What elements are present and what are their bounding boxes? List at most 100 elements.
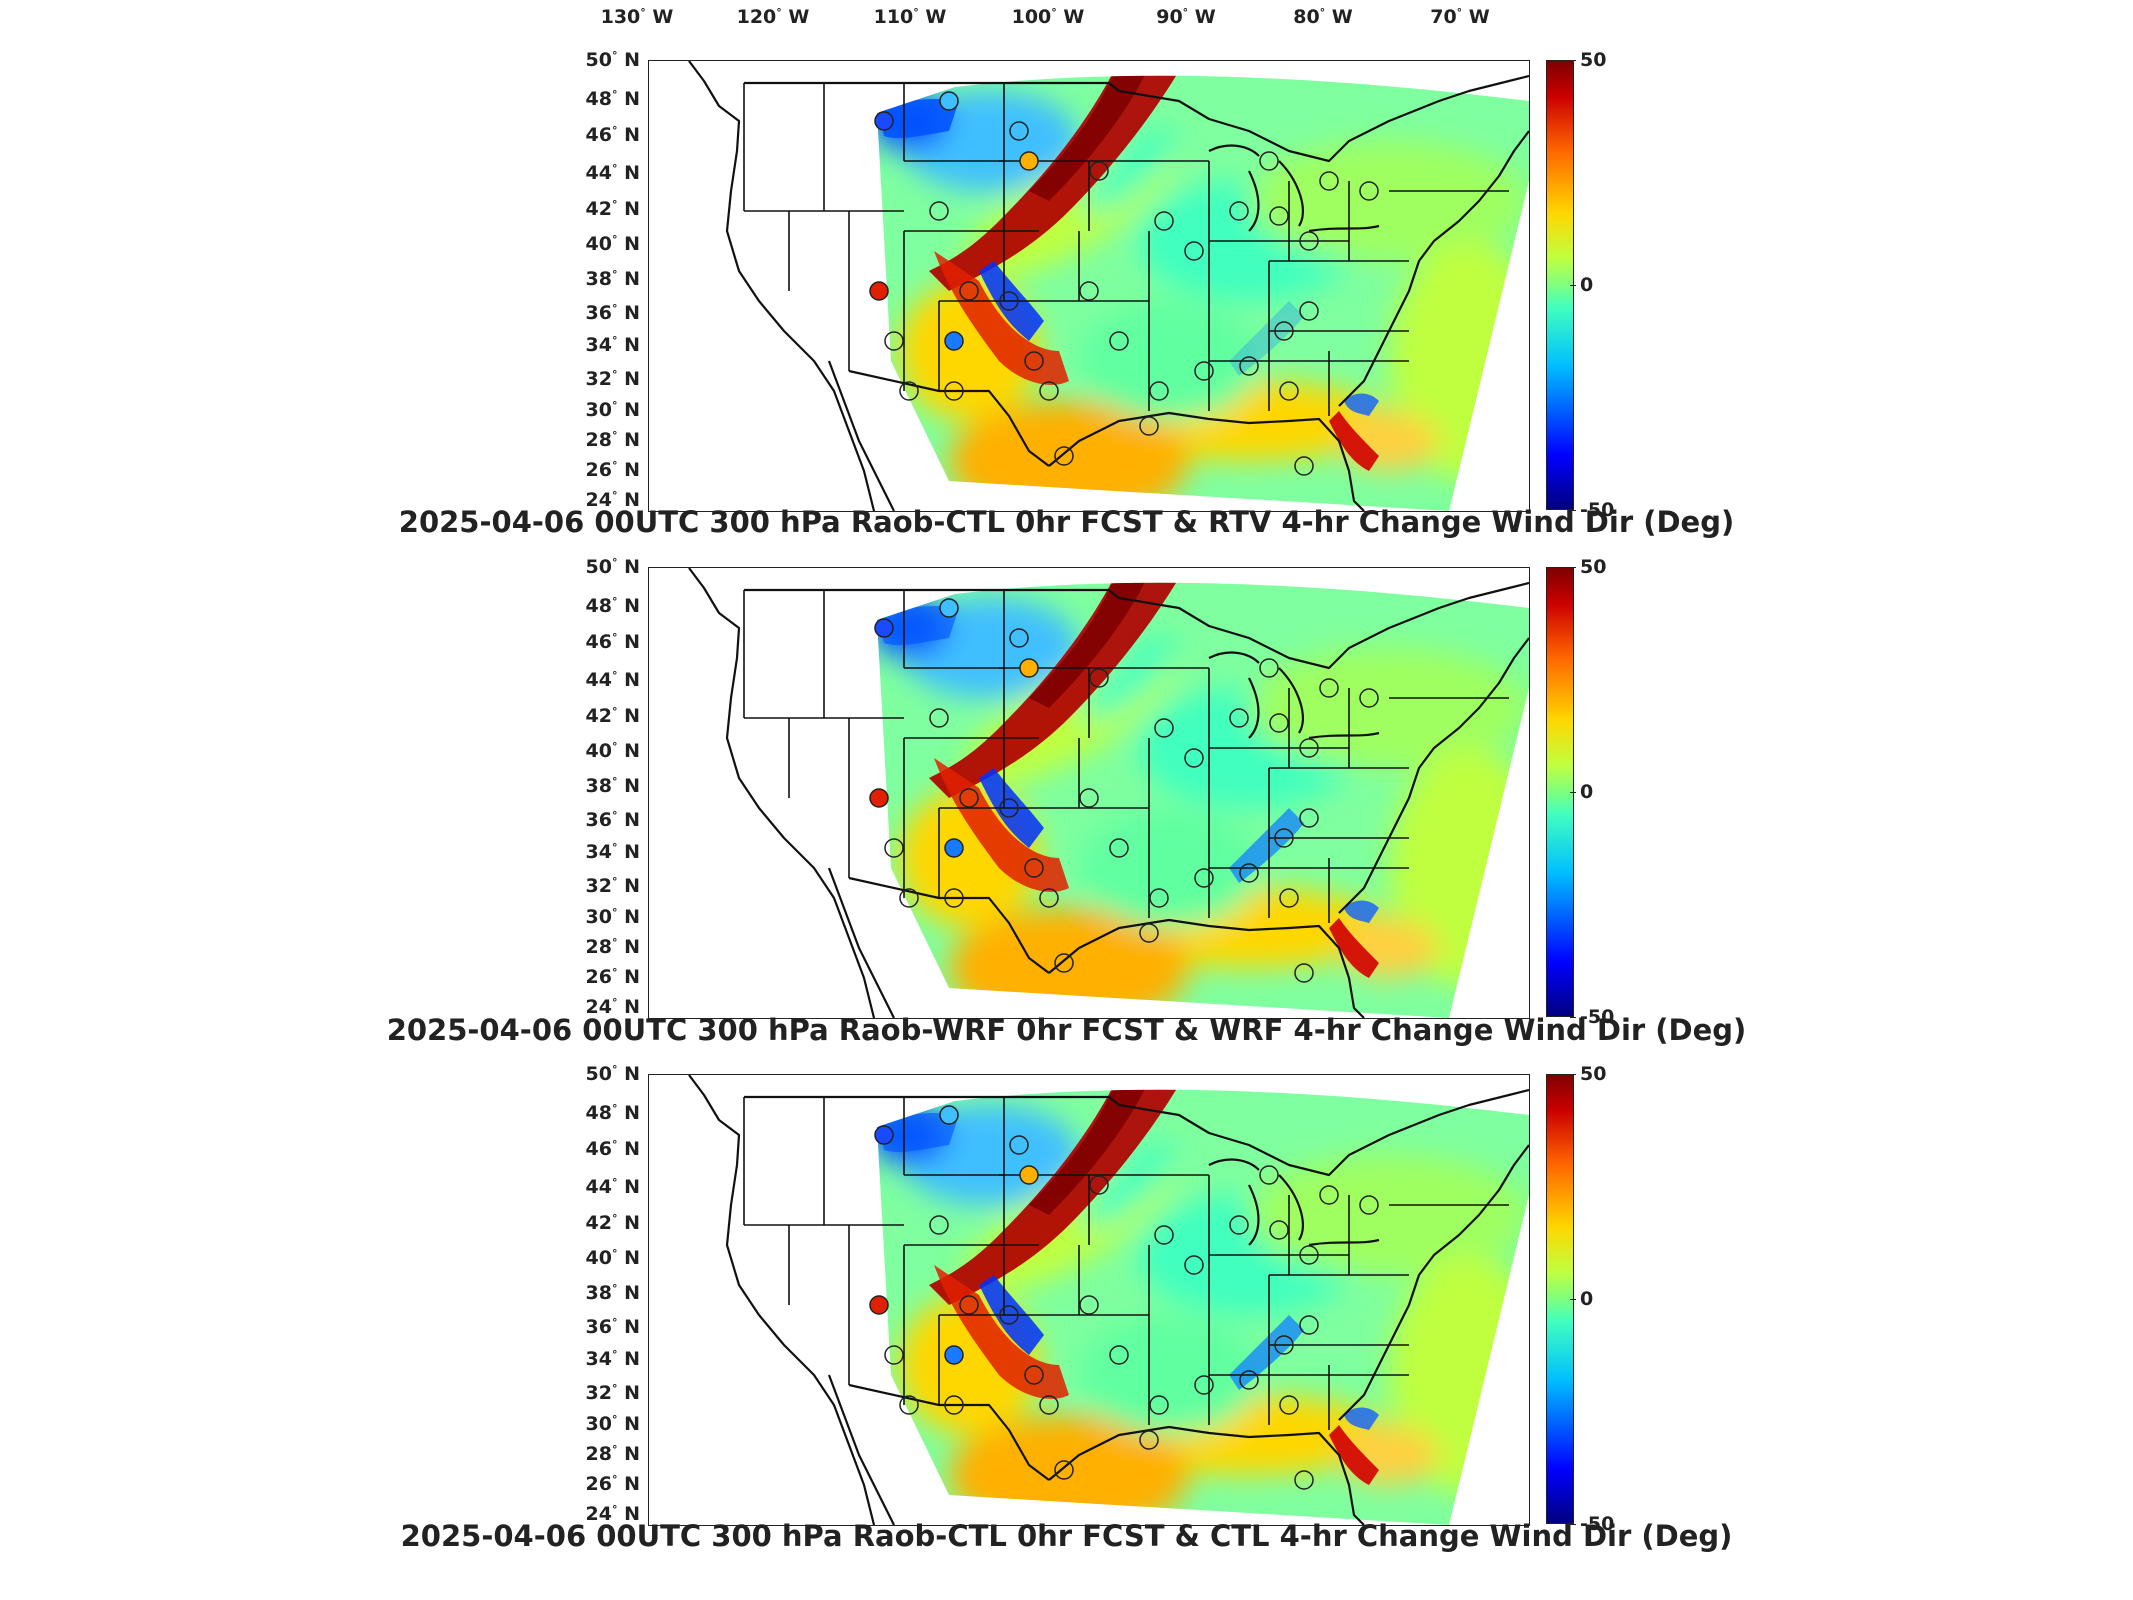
raob-station-marker	[884, 838, 904, 858]
wind-direction-field	[877, 1089, 1529, 1525]
panel-title: 2025-04-06 00UTC 300 hPa Raob-CTL 0hr FC…	[398, 505, 1735, 539]
panel-title: 2025-04-06 00UTC 300 hPa Raob-WRF 0hr FC…	[386, 1013, 1747, 1047]
map-panel	[648, 60, 1530, 512]
longitude-label: 100° W	[1011, 6, 1085, 28]
colorbar-tick-max: 50	[1569, 556, 1607, 578]
latitude-label: 46° N	[585, 630, 640, 653]
raob-station-marker	[999, 798, 1019, 818]
raob-station-marker	[944, 888, 964, 908]
raob-station-marker	[874, 618, 894, 638]
raob-station-marker	[944, 381, 964, 401]
raob-station-marker	[1019, 1165, 1039, 1185]
colorbar-tick-max: 50	[1569, 1063, 1607, 1085]
raob-station-marker	[1229, 1215, 1249, 1235]
latitude-label: 28° N	[585, 428, 640, 451]
raob-station-marker	[1109, 1345, 1129, 1365]
raob-stations	[869, 1105, 1379, 1490]
raob-station-marker	[1319, 1185, 1339, 1205]
raob-station-marker	[1239, 356, 1259, 376]
latitude-label: 42° N	[585, 1212, 640, 1235]
latitude-label: 34° N	[585, 334, 640, 357]
raob-station-marker	[939, 1105, 959, 1125]
raob-station-marker	[869, 1295, 889, 1315]
raob-station-marker	[1184, 1255, 1204, 1275]
latitude-label: 30° N	[585, 905, 640, 928]
map-canvas	[688, 61, 1529, 511]
raob-stations	[869, 598, 1379, 983]
raob-station-marker	[1184, 748, 1204, 768]
raob-station-marker	[1294, 1470, 1314, 1490]
raob-station-marker	[1194, 361, 1214, 381]
latitude-label: 40° N	[585, 232, 640, 255]
colorbar-tick-mid: 0	[1569, 781, 1594, 803]
longitude-label: 80° W	[1293, 6, 1353, 28]
raob-station-marker	[1139, 416, 1159, 436]
raob-station-marker	[1359, 181, 1379, 201]
latitude-label: 32° N	[585, 874, 640, 897]
raob-station-marker	[1024, 351, 1044, 371]
raob-station-marker	[1039, 1395, 1059, 1415]
latitude-label: 28° N	[585, 1442, 640, 1465]
raob-station-marker	[1274, 828, 1294, 848]
wind-direction-field	[877, 75, 1529, 511]
raob-station-marker	[1279, 1395, 1299, 1415]
latitude-label: 42° N	[585, 705, 640, 728]
colorbar-tick-min: -50	[1569, 1006, 1615, 1028]
colorbar-tick-max: 50	[1569, 49, 1607, 71]
raob-station-marker	[1359, 1195, 1379, 1215]
raob-station-marker	[944, 1345, 964, 1365]
raob-station-marker	[1259, 658, 1279, 678]
latitude-label: 48° N	[585, 595, 640, 618]
raob-station-marker	[869, 788, 889, 808]
raob-station-marker	[1299, 1245, 1319, 1265]
state-boundaries	[688, 61, 1529, 511]
longitude-label: 70° W	[1430, 6, 1490, 28]
raob-station-marker	[869, 281, 889, 301]
latitude-label: 32° N	[585, 1381, 640, 1404]
raob-station-marker	[1154, 1225, 1174, 1245]
colorbar-tick-min: -50	[1569, 1513, 1615, 1535]
raob-station-marker	[1259, 151, 1279, 171]
raob-station-marker	[1184, 241, 1204, 261]
raob-station-marker	[999, 1305, 1019, 1325]
raob-station-marker	[999, 291, 1019, 311]
latitude-label: 34° N	[585, 841, 640, 864]
raob-station-marker	[899, 888, 919, 908]
latitude-label: 44° N	[585, 1175, 640, 1198]
latitude-label: 40° N	[585, 1246, 640, 1269]
raob-station-marker	[1079, 788, 1099, 808]
raob-station-marker	[1089, 1175, 1109, 1195]
raob-station-marker	[959, 788, 979, 808]
raob-station-marker	[1039, 888, 1059, 908]
colorbar-tick-mid: 0	[1569, 274, 1594, 296]
latitude-label: 50° N	[585, 556, 640, 578]
panel-title: 2025-04-06 00UTC 300 hPa Raob-CTL 0hr FC…	[400, 1519, 1733, 1553]
map-canvas	[688, 1075, 1529, 1525]
map-canvas	[688, 568, 1529, 1018]
latitude-label: 26° N	[585, 458, 640, 481]
latitude-label: 44° N	[585, 161, 640, 184]
raob-station-marker	[1139, 923, 1159, 943]
latitude-label: 42° N	[585, 198, 640, 221]
raob-station-marker	[1274, 1335, 1294, 1355]
latitude-label: 36° N	[585, 808, 640, 831]
raob-station-marker	[1299, 301, 1319, 321]
latitude-label: 28° N	[585, 935, 640, 958]
raob-station-marker	[1024, 858, 1044, 878]
raob-station-marker	[1109, 331, 1129, 351]
raob-station-marker	[1054, 1460, 1074, 1480]
raob-station-marker	[1299, 231, 1319, 251]
colorbar-tick-min: -50	[1569, 499, 1615, 521]
map-panel	[648, 1074, 1530, 1526]
raob-station-marker	[1149, 888, 1169, 908]
latitude-label: 38° N	[585, 1281, 640, 1304]
map-panel	[648, 567, 1530, 1019]
raob-station-marker	[1154, 211, 1174, 231]
raob-station-marker	[939, 91, 959, 111]
raob-station-marker	[1279, 381, 1299, 401]
latitude-label: 30° N	[585, 1412, 640, 1435]
latitude-label: 26° N	[585, 965, 640, 988]
raob-station-marker	[959, 281, 979, 301]
raob-station-marker	[1294, 963, 1314, 983]
latitude-label: 46° N	[585, 123, 640, 146]
